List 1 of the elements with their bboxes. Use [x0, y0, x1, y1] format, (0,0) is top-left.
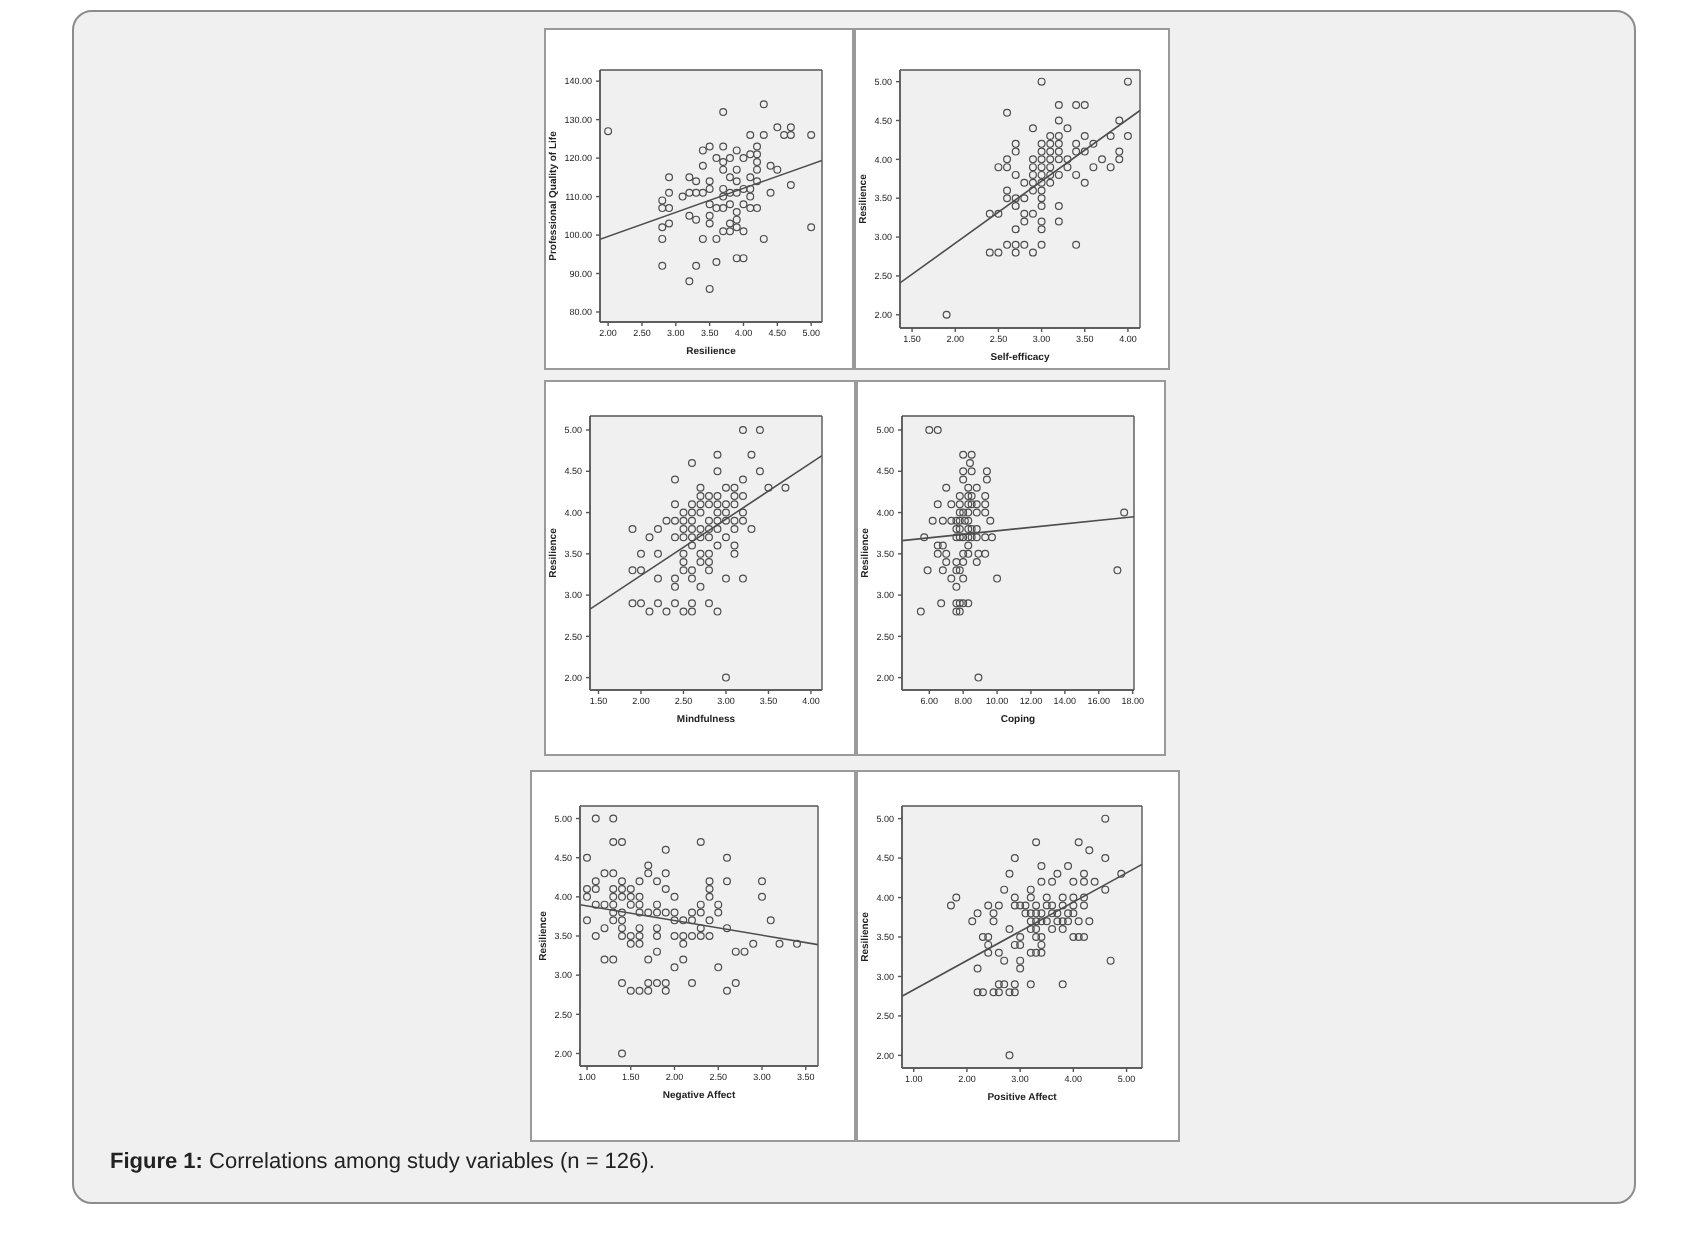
caption: Figure 1: Correlations among study variables (n = 126). [110, 1150, 655, 1174]
